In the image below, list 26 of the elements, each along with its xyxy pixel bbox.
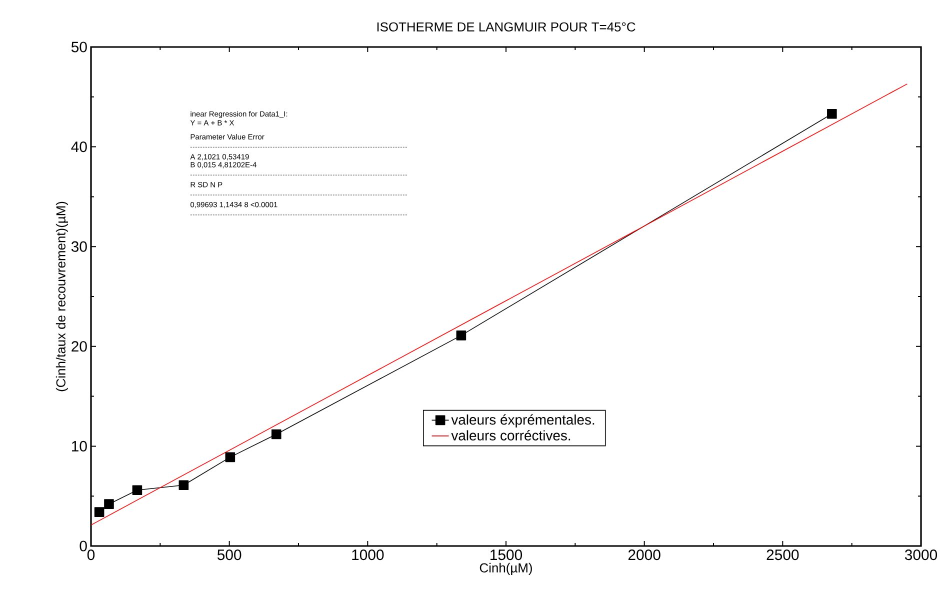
point — [132, 485, 142, 496]
legend-label: valeurs éxprémentales. — [451, 414, 594, 428]
x-tick-label: 1000 — [352, 550, 384, 560]
x-tick-label: 2000 — [628, 550, 660, 560]
point — [94, 507, 104, 517]
y-tick-label: 50 — [71, 42, 87, 52]
x-axis-title: Cinh(µM) — [480, 562, 532, 576]
x-tick-label: 2500 — [766, 550, 799, 560]
y-tick-label: 10 — [72, 440, 87, 452]
point — [271, 429, 282, 440]
x-tick-label: 500 — [217, 550, 242, 560]
x-tick-label: 0 — [87, 550, 95, 560]
y-tick-label: 40 — [71, 142, 87, 152]
chart-title: ISOTHERME DE LANGMUIR POUR T=45°C — [377, 22, 636, 32]
point — [178, 480, 189, 490]
y-tick-label: 30 — [71, 241, 87, 252]
x-tick-label: 1500 — [490, 550, 522, 560]
x-tick-label: 3000 — [904, 550, 938, 560]
point — [104, 499, 114, 509]
point — [225, 452, 236, 462]
y-tick-label: 0 — [80, 540, 87, 552]
legend-label: valeurs corréctives. — [451, 430, 570, 440]
y-tick-label: 20 — [72, 341, 87, 352]
point — [456, 330, 466, 340]
y-axis-title: (Cinh/taux de recouvrement)(µM) — [56, 202, 68, 392]
point — [827, 108, 837, 119]
